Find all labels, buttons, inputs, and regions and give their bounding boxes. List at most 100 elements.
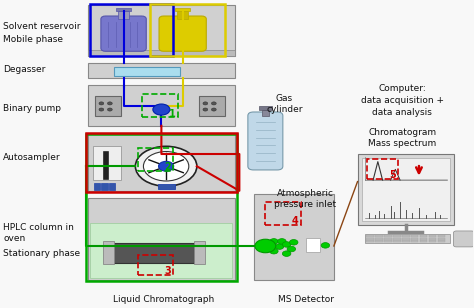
Bar bbox=[262, 110, 269, 116]
Text: Stationary phase: Stationary phase bbox=[3, 249, 80, 258]
Bar bbox=[402, 235, 410, 237]
Bar bbox=[307, 238, 319, 252]
Text: data analysis: data analysis bbox=[373, 108, 432, 117]
Bar bbox=[91, 223, 232, 278]
Text: Solvent reservoir: Solvent reservoir bbox=[3, 22, 81, 31]
Circle shape bbox=[203, 108, 208, 111]
Bar bbox=[254, 194, 334, 280]
Text: Chromatogram: Chromatogram bbox=[368, 128, 437, 137]
Circle shape bbox=[144, 152, 189, 181]
Text: MS Detector: MS Detector bbox=[278, 295, 334, 304]
Circle shape bbox=[211, 108, 216, 111]
Bar bbox=[157, 184, 174, 189]
Bar bbox=[88, 51, 235, 56]
Bar bbox=[365, 234, 450, 243]
Bar bbox=[88, 134, 235, 191]
Bar bbox=[420, 240, 428, 242]
Bar bbox=[402, 240, 410, 242]
Circle shape bbox=[136, 146, 197, 186]
Bar bbox=[94, 183, 100, 190]
Text: 3: 3 bbox=[164, 266, 171, 277]
Text: HPLC column in: HPLC column in bbox=[3, 223, 74, 232]
Bar bbox=[93, 146, 121, 180]
Bar bbox=[118, 11, 129, 19]
FancyBboxPatch shape bbox=[248, 112, 283, 170]
Bar bbox=[429, 235, 437, 237]
Bar bbox=[103, 241, 114, 264]
Bar bbox=[175, 8, 190, 11]
Circle shape bbox=[108, 102, 112, 105]
Bar bbox=[375, 238, 383, 240]
Bar bbox=[199, 96, 225, 116]
Text: 2: 2 bbox=[164, 162, 171, 172]
Bar bbox=[366, 240, 374, 242]
Bar bbox=[393, 240, 401, 242]
Bar bbox=[150, 4, 225, 56]
Bar bbox=[86, 134, 237, 281]
FancyBboxPatch shape bbox=[454, 231, 474, 247]
Bar bbox=[420, 238, 428, 240]
Text: pressure inlet: pressure inlet bbox=[274, 200, 337, 209]
Bar bbox=[103, 151, 108, 179]
Bar bbox=[402, 238, 410, 240]
Text: Liquid Chromatograph: Liquid Chromatograph bbox=[113, 295, 214, 304]
Circle shape bbox=[108, 108, 112, 111]
Bar bbox=[112, 243, 194, 263]
Bar bbox=[143, 94, 178, 117]
Bar bbox=[101, 183, 108, 190]
Text: Autosampler: Autosampler bbox=[3, 152, 61, 162]
Bar bbox=[420, 235, 428, 237]
Circle shape bbox=[99, 108, 104, 111]
Bar bbox=[411, 240, 419, 242]
Bar bbox=[393, 238, 401, 240]
Circle shape bbox=[283, 251, 291, 256]
Bar bbox=[393, 235, 401, 237]
Circle shape bbox=[203, 102, 208, 105]
Circle shape bbox=[153, 104, 170, 115]
Bar bbox=[429, 238, 437, 240]
Bar bbox=[265, 201, 301, 225]
Text: Mobile phase: Mobile phase bbox=[3, 34, 63, 43]
Bar bbox=[177, 11, 188, 19]
Bar bbox=[362, 158, 450, 221]
Bar bbox=[438, 235, 446, 237]
Circle shape bbox=[287, 246, 296, 252]
Bar bbox=[366, 238, 374, 240]
Circle shape bbox=[283, 242, 291, 247]
Bar bbox=[375, 240, 383, 242]
Bar bbox=[138, 255, 173, 275]
Text: Computer:: Computer: bbox=[379, 83, 426, 93]
Text: 4: 4 bbox=[292, 216, 299, 226]
Bar bbox=[411, 235, 419, 237]
Circle shape bbox=[255, 239, 276, 253]
Bar bbox=[438, 238, 446, 240]
Circle shape bbox=[270, 249, 278, 254]
Text: Mass spectrum: Mass spectrum bbox=[368, 139, 437, 148]
Bar bbox=[194, 241, 205, 264]
Bar bbox=[384, 240, 392, 242]
FancyBboxPatch shape bbox=[159, 16, 206, 51]
Bar bbox=[88, 5, 235, 56]
Bar bbox=[109, 183, 115, 190]
Bar bbox=[116, 8, 131, 11]
Text: Atmospheric: Atmospheric bbox=[277, 189, 334, 198]
Text: 1: 1 bbox=[169, 108, 176, 119]
Bar bbox=[375, 235, 383, 237]
Bar bbox=[411, 238, 419, 240]
Circle shape bbox=[275, 244, 284, 249]
Circle shape bbox=[321, 243, 329, 248]
Text: oven: oven bbox=[3, 234, 25, 243]
Bar bbox=[88, 63, 235, 78]
Bar bbox=[438, 240, 446, 242]
Circle shape bbox=[270, 239, 278, 244]
Bar bbox=[357, 154, 455, 225]
Bar bbox=[138, 148, 173, 171]
Circle shape bbox=[211, 102, 216, 105]
Text: 5: 5 bbox=[389, 170, 396, 180]
Text: Binary pump: Binary pump bbox=[3, 103, 61, 112]
FancyBboxPatch shape bbox=[101, 16, 146, 51]
Text: cylinder: cylinder bbox=[266, 105, 302, 114]
Text: Degasser: Degasser bbox=[3, 65, 46, 74]
Bar bbox=[367, 159, 398, 179]
Circle shape bbox=[278, 239, 286, 244]
